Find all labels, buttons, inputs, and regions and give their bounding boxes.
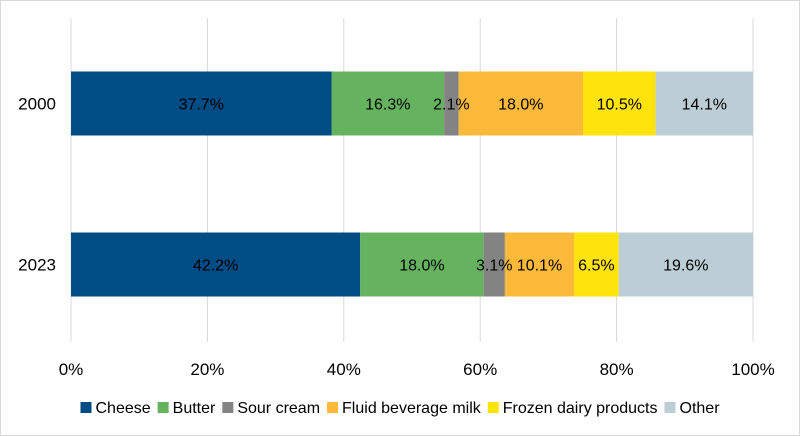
data-label: 14.1% [682, 97, 727, 114]
bars [71, 71, 753, 297]
legend-swatch [487, 402, 499, 413]
x-tick-label: 40% [327, 360, 361, 379]
data-label: 3.1% [476, 258, 512, 275]
bar-segment [583, 71, 656, 136]
x-tick-label: 20% [190, 360, 224, 379]
bar-segment [71, 71, 332, 136]
legend-swatch [222, 402, 234, 413]
legend-label: Sour cream [237, 400, 320, 417]
x-tick-label: 80% [600, 360, 634, 379]
bar-segment [360, 232, 484, 297]
bar-segment [618, 232, 753, 297]
legend-swatch [327, 402, 339, 413]
bar-segment [483, 232, 505, 297]
bar-segment [574, 232, 619, 297]
legend-label: Frozen dairy products [503, 400, 658, 417]
data-label: 19.6% [663, 258, 708, 275]
category-label: 2000 [18, 95, 56, 114]
data-label: 42.2% [193, 258, 238, 275]
category-axis: 2000 2023 [18, 95, 56, 275]
data-label: 10.1% [517, 258, 562, 275]
data-label: 6.5% [578, 258, 614, 275]
legend-swatch [664, 402, 676, 413]
bar-segment [71, 232, 361, 297]
data-label: 18.0% [498, 97, 543, 114]
legend-label: Butter [173, 400, 216, 417]
legend-swatch [80, 402, 92, 413]
data-label: 16.3% [365, 97, 410, 114]
data-label: 2.1% [433, 97, 469, 114]
legend-swatch [157, 402, 169, 413]
x-tick-label: 0% [59, 360, 84, 379]
x-tick-label: 60% [463, 360, 497, 379]
bar-segment [655, 71, 753, 136]
bar-segment [444, 71, 459, 136]
bar-segment [458, 71, 584, 136]
value-axis: 0% 20% 40% 60% 80% 100% [59, 360, 775, 379]
legend-label: Fluid beverage milk [342, 400, 482, 417]
legend: Cheese Butter Sour cream Fluid beverage mil… [80, 400, 720, 417]
bar-segment [504, 232, 575, 297]
bar-segment [331, 71, 445, 136]
data-labels: 37.7% 16.3% 2.1% 18.0% 10.5% 14.1% 42.2% 18.0% 3… [179, 97, 727, 275]
data-label: 10.5% [597, 97, 642, 114]
data-label: 37.7% [179, 97, 224, 114]
legend-label: Cheese [95, 400, 150, 417]
x-tick-label: 100% [731, 360, 774, 379]
legend-label: Other [680, 400, 721, 417]
category-label: 2023 [18, 256, 56, 275]
data-label: 18.0% [399, 258, 444, 275]
